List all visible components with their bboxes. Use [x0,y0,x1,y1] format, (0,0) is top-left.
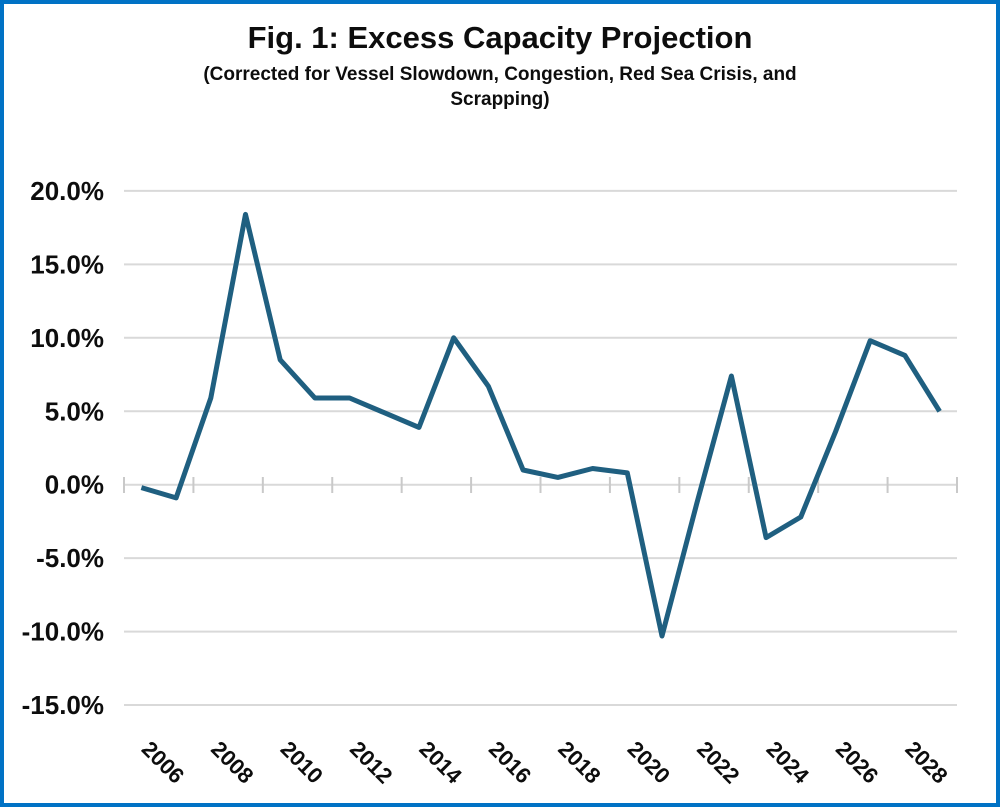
x-axis-label: 2010 [276,736,328,788]
y-axis-label: -5.0% [36,543,104,573]
y-axis-label: 5.0% [45,396,104,426]
chart-subtitle: (Corrected for Vessel Slowdown, Congesti… [4,62,996,112]
line-chart: 20.0% 15.0% 10.0% 5.0% 0.0% -5.0% -10.0% -15.0%… [22,176,958,789]
x-axis-label: 2014 [415,736,468,789]
y-axis-label: 10.0% [30,323,104,353]
y-axis-label: -15.0% [22,690,104,720]
x-axis-label: 2012 [345,736,397,788]
x-axis-label: 2008 [206,736,258,788]
x-axis-label: 2020 [623,736,675,788]
chart-title: Fig. 1: Excess Capacity Projection [247,20,753,55]
chart-subtitle-line2: Scrapping) [450,89,550,110]
x-axis-label: 2006 [137,736,189,788]
x-axis-label: 2018 [553,736,605,788]
y-axis-label: 20.0% [30,176,104,206]
chart-subtitle-line1: (Corrected for Vessel Slowdown, Congesti… [203,64,797,85]
x-axis-label: 2028 [900,736,952,788]
x-axis-label: 2022 [692,736,744,788]
y-axis-label: -10.0% [22,617,104,647]
y-axis-label: 0.0% [45,470,104,500]
data-series-line [140,211,942,639]
x-axis-label: 2026 [831,736,883,788]
x-axis-label: 2024 [762,736,815,789]
x-axis-label: 2016 [484,736,536,788]
y-axis-label: 15.0% [30,249,104,279]
